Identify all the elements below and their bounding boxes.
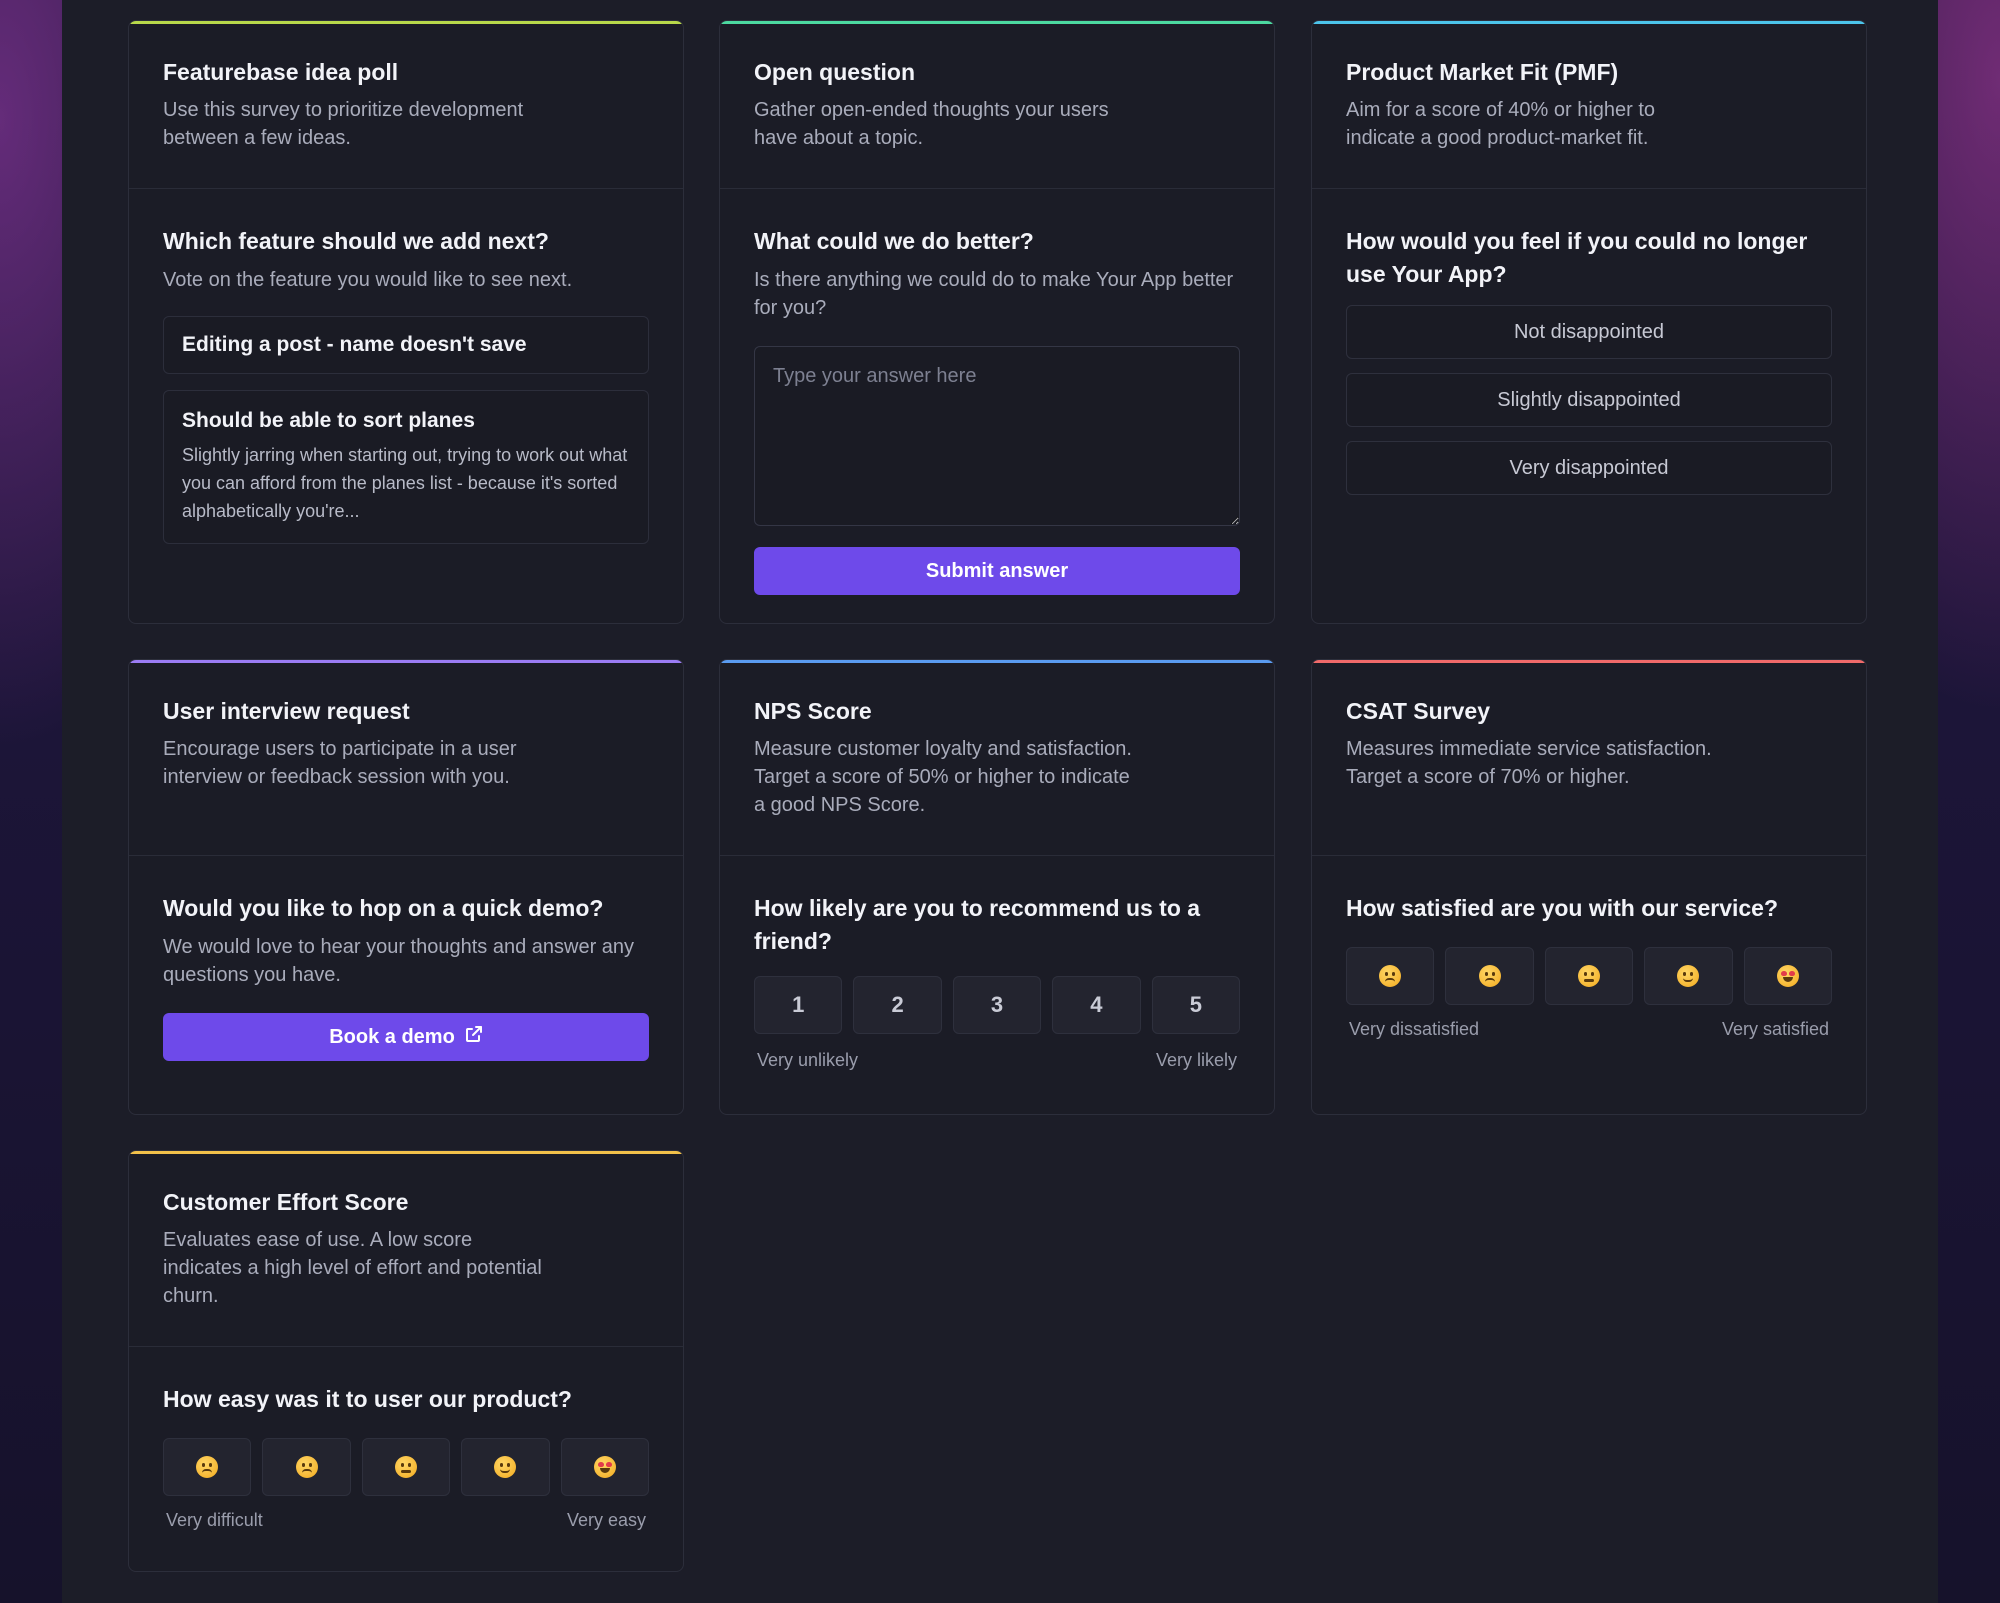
card-title: User interview request [163, 698, 410, 724]
card-description: Measure customer loyalty and satisfactio… [754, 738, 1132, 816]
card-title: Product Market Fit (PMF) [1346, 59, 1619, 85]
heart-eyes-face-icon [1776, 965, 1799, 987]
option-slightly-disappointed[interactable]: Slightly disappointed [1346, 373, 1832, 427]
ces-card[interactable]: Customer Effort Score Evaluates ease of … [128, 1150, 684, 1572]
ces-option-4[interactable] [461, 1438, 550, 1496]
idea-option[interactable]: Should be able to sort planes Slightly j… [163, 390, 649, 544]
idea-description: Slightly jarring when starting out, tryi… [182, 445, 628, 521]
scale-low-label: Very dissatisfied [1349, 1019, 1480, 1039]
ces-option-1[interactable] [163, 1438, 252, 1496]
csat-option-5[interactable] [1743, 947, 1833, 1005]
disappointed-face-icon [1478, 965, 1501, 987]
card-description: Use this survey to prioritize developmen… [163, 99, 524, 149]
nps-option-4[interactable]: 4 [1052, 976, 1141, 1034]
card-title: Customer Effort Score [163, 1189, 409, 1215]
submit-answer-label: Submit answer [925, 559, 1069, 582]
slightly-smiling-face-icon [1677, 965, 1700, 987]
card-accent [129, 1151, 683, 1154]
csat-option-3[interactable] [1544, 947, 1634, 1005]
persevering-face-icon [1379, 965, 1402, 987]
card-description: Gather open-ended thoughts your users ha… [754, 99, 1109, 149]
idea-option[interactable]: Editing a post - name doesn't save [163, 316, 649, 374]
csat-option-4[interactable] [1644, 947, 1733, 1005]
scale-high-label: Very likely [1155, 1050, 1237, 1070]
question-title: Would you like to hop on a quick demo? [163, 895, 604, 921]
card-description: Measures immediate service satisfaction.… [1346, 738, 1712, 788]
scale-low-label: Very difficult [166, 1510, 263, 1530]
card-accent [720, 21, 1274, 24]
csat-scale [1346, 947, 1833, 1005]
scale-high-label: Very satisfied [1721, 1019, 1829, 1039]
card-title: CSAT Survey [1346, 698, 1491, 724]
card-accent [1312, 21, 1866, 24]
card-accent [720, 660, 1274, 663]
ces-scale [163, 1438, 650, 1496]
scale-high-label: Very easy [566, 1510, 646, 1530]
featurebase-poll-card[interactable]: Featurebase idea poll Use this survey to… [128, 20, 684, 624]
question-description: We would love to hear your thoughts and … [163, 936, 635, 986]
question-title: Which feature should we add next? [163, 228, 549, 254]
nps-option-3[interactable]: 3 [952, 976, 1042, 1034]
submit-answer-button[interactable]: Submit answer [754, 547, 1240, 595]
idea-title: Editing a post - name doesn't save [182, 333, 527, 356]
nps-card[interactable]: NPS Score Measure customer loyalty and s… [719, 659, 1275, 1115]
nps-option-2[interactable]: 2 [853, 976, 942, 1034]
card-accent [129, 21, 683, 24]
neutral-face-icon [1578, 965, 1601, 987]
question-title: How easy was it to user our product? [163, 1386, 572, 1412]
csat-option-1[interactable] [1346, 947, 1435, 1005]
nps-option-5[interactable]: 5 [1151, 976, 1241, 1034]
persevering-face-icon [196, 1456, 219, 1478]
option-very-disappointed[interactable]: Very disappointed [1346, 441, 1832, 495]
disappointed-face-icon [295, 1456, 318, 1478]
question-title: How satisfied are you with our service? [1346, 895, 1779, 921]
user-interview-card[interactable]: User interview request Encourage users t… [128, 659, 684, 1115]
question-title: How would you feel if you could no longe… [1346, 228, 1808, 287]
question-description: Vote on the feature you would like to se… [163, 269, 573, 291]
question-description: Is there anything we could do to make Yo… [754, 269, 1234, 319]
nps-scale: 1 2 3 4 5 [754, 976, 1241, 1034]
book-demo-button[interactable]: Book a demo [163, 1013, 649, 1061]
external-link-icon [465, 1025, 483, 1049]
scale-low-label: Very unlikely [757, 1050, 859, 1070]
option-not-disappointed[interactable]: Not disappointed [1346, 305, 1832, 359]
ces-option-5[interactable] [560, 1438, 650, 1496]
card-title: NPS Score [754, 698, 872, 724]
csat-card[interactable]: CSAT Survey Measures immediate service s… [1311, 659, 1867, 1115]
card-accent [129, 660, 683, 663]
card-title: Open question [754, 59, 915, 85]
nps-option-1[interactable]: 1 [754, 976, 843, 1034]
csat-option-2[interactable] [1445, 947, 1534, 1005]
neutral-face-icon [395, 1456, 418, 1478]
card-description: Encourage users to participate in a user… [163, 738, 517, 788]
card-accent [1312, 660, 1866, 663]
idea-title: Should be able to sort planes [182, 409, 475, 432]
pmf-card[interactable]: Product Market Fit (PMF) Aim for a score… [1311, 20, 1867, 624]
answer-textarea[interactable] [754, 346, 1240, 526]
book-demo-label: Book a demo [329, 1025, 455, 1048]
question-title: How likely are you to recommend us to a … [754, 895, 1201, 954]
card-description: Aim for a score of 40% or higher to indi… [1346, 99, 1656, 149]
open-question-card[interactable]: Open question Gather open-ended thoughts… [719, 20, 1275, 624]
card-description: Evaluates ease of use. A low score indic… [163, 1229, 542, 1307]
slightly-smiling-face-icon [494, 1456, 517, 1478]
ces-option-2[interactable] [262, 1438, 351, 1496]
question-title: What could we do better? [754, 228, 1034, 254]
card-title: Featurebase idea poll [163, 59, 399, 85]
ces-option-3[interactable] [361, 1438, 451, 1496]
heart-eyes-face-icon [593, 1456, 616, 1478]
